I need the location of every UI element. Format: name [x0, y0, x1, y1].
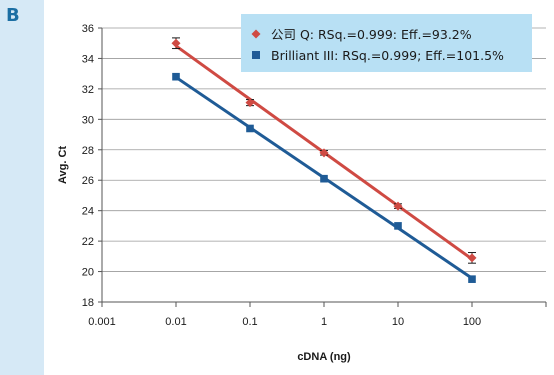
- x-tick-label: 0.01: [165, 316, 186, 328]
- data-point-diamond: [245, 98, 255, 108]
- legend-label-0: 公司 Q: RSq.=0.999: Eff.=93.2%: [271, 27, 472, 42]
- y-tick-label: 28: [82, 145, 94, 157]
- data-point-square: [394, 222, 402, 230]
- data-point-diamond: [171, 38, 181, 48]
- x-tick-label: 0.1: [242, 316, 257, 328]
- data-point-square: [172, 72, 180, 81]
- x-axis-title: cDNA (ng): [297, 351, 351, 363]
- panel-label: B: [6, 5, 20, 26]
- y-tick-label: 18: [82, 297, 94, 309]
- data-point-square: [246, 124, 254, 133]
- series: [171, 37, 477, 283]
- grid: [102, 27, 546, 303]
- data-point-diamond: [393, 201, 403, 211]
- y-tick-label: 32: [82, 84, 94, 96]
- data-point-square: [468, 275, 476, 283]
- legend-box: [241, 14, 532, 72]
- data-point-square: [320, 174, 328, 183]
- y-tick-label: 34: [82, 53, 94, 65]
- data-point-diamond: [467, 253, 477, 263]
- legend-marker-diamond: [251, 29, 261, 39]
- y-tick-label: 30: [82, 114, 94, 126]
- y-axis-title: Avg. Ct: [57, 146, 69, 184]
- y-tick-label: 22: [82, 236, 94, 248]
- axes: 18 20 22 24 26 28 30 32 34 36 0.001 0.01 0.1 1 10 100: [82, 23, 547, 328]
- y-tick-label: 36: [82, 23, 94, 35]
- x-tick-label: 10: [392, 316, 404, 328]
- data-point-diamond: [319, 148, 329, 158]
- legend-label-1: Brilliant III: RSq.=0.999; Eff.=101.5%: [271, 48, 504, 63]
- y-tick-label: 20: [82, 267, 94, 279]
- x-tick-label: 100: [463, 316, 481, 328]
- y-tick-label: 24: [82, 206, 94, 218]
- legend: 公司 Q: RSq.=0.999: Eff.=93.2% Brilliant I…: [241, 14, 532, 72]
- legend-marker-square: [252, 51, 260, 59]
- x-tick-label: 1: [321, 316, 327, 328]
- y-tick-label: 26: [82, 175, 94, 187]
- x-tick-label: 0.001: [88, 316, 116, 328]
